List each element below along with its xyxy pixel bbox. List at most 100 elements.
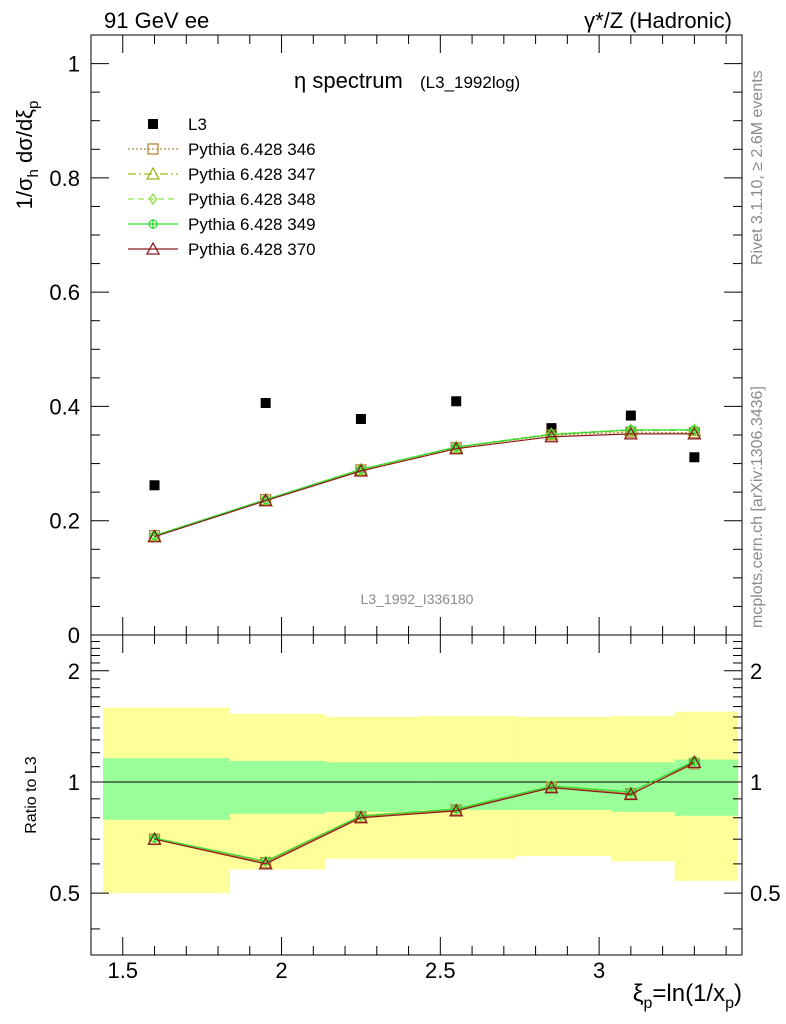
band-green <box>674 759 739 816</box>
ratio-series-1 <box>149 755 700 867</box>
series-2 <box>147 423 702 542</box>
lower-ytick-labels: 0.5 0.5 1 1 2 2 <box>49 659 780 906</box>
upper-series <box>147 396 702 543</box>
data-point <box>544 429 559 443</box>
band-green <box>611 762 675 812</box>
ytick-label-right: 1 <box>750 770 762 795</box>
lower-ticks <box>90 635 742 955</box>
watermark: L3_1992_I336180 <box>361 591 474 607</box>
ytick-label: 2 <box>68 659 80 684</box>
series-5 <box>147 426 702 543</box>
ytick-label: 0.4 <box>49 394 80 419</box>
series-line <box>154 429 695 537</box>
legend-marker <box>148 219 158 229</box>
ratio-point <box>147 831 162 845</box>
mcplots-label: mcplots.cern.ch [arXiv:1306.3436] <box>749 386 766 628</box>
legend-label: Pythia 6.428 370 <box>188 240 316 259</box>
xtick-label: 3 <box>593 958 605 983</box>
lower-panel: 0.5 0.5 1 1 2 2 1.5 2 2.5 3 Ratio to L3 ξp=ln(1/… <box>23 634 781 1012</box>
data-point <box>689 452 700 463</box>
ytick-label: 0.8 <box>49 166 80 191</box>
ratio-point <box>623 787 638 801</box>
legend-entry: Pythia 6.428 370 <box>128 240 316 259</box>
upper-ticks <box>90 35 742 636</box>
legend-entry: Pythia 6.428 347 <box>128 165 316 184</box>
band-green <box>103 758 231 820</box>
legend-entry: L3 <box>148 115 207 134</box>
svg-text:ξp=ln(1/xp): ξp=ln(1/xp) <box>633 980 742 1012</box>
upper-title: η spectrum <box>294 68 403 93</box>
x-axis-label: ξp=ln(1/xp) <box>633 980 742 1012</box>
data-point <box>451 396 462 407</box>
upper-title-suffix: (L3_1992log) <box>420 73 520 92</box>
data-point <box>623 426 638 440</box>
ratio-point <box>258 856 273 870</box>
data-point <box>258 493 273 507</box>
lower-series <box>147 755 702 870</box>
ytick-label: 0.2 <box>49 509 80 534</box>
xtick-label: 1.5 <box>107 958 138 983</box>
series-line <box>154 429 695 537</box>
series-1 <box>148 426 701 542</box>
ytick-label: 0.5 <box>49 881 80 906</box>
ratio-series-2 <box>147 755 702 870</box>
ratio-point <box>353 810 369 824</box>
data-point <box>147 529 162 543</box>
ratio-point <box>687 755 702 769</box>
xtick-label: 2 <box>275 958 287 983</box>
legend-entry: Pythia 6.428 346 <box>128 140 316 159</box>
legend-entry: Pythia 6.428 349 <box>128 215 316 234</box>
legend-marker <box>145 241 161 255</box>
rivet-label: Rivet 3.1.10, ≥ 2.6M events <box>749 70 766 265</box>
series-4 <box>149 424 700 541</box>
data-point <box>149 480 160 491</box>
band-green <box>325 762 421 812</box>
legend-label: Pythia 6.428 348 <box>188 190 316 209</box>
x-tick-labels: 1.5 2 2.5 3 <box>107 958 605 983</box>
ytick-label: 0 <box>68 623 80 648</box>
legend-label: Pythia 6.428 346 <box>188 140 316 159</box>
series-0 <box>149 396 700 491</box>
legend-marker <box>148 119 158 129</box>
upper-ytick-labels: 0 0.2 0.4 0.6 0.8 1 <box>49 52 80 648</box>
ytick-label: 1 <box>68 52 80 77</box>
data-point <box>355 414 366 424</box>
band-green <box>230 760 326 814</box>
xtick-label: 2.5 <box>425 958 456 983</box>
series-3 <box>150 423 699 543</box>
upper-panel: 0 0.2 0.4 0.6 0.8 1 η spectrum (L3_1992log) L… <box>12 34 743 648</box>
legend-label: L3 <box>188 115 207 134</box>
ratio-point <box>449 803 464 817</box>
ratio-line <box>154 761 695 865</box>
data-point <box>353 463 369 477</box>
legend-label: Pythia 6.428 347 <box>188 165 316 184</box>
series-line <box>154 429 695 537</box>
uncertainty-bands <box>103 707 739 894</box>
ytick-label-right: 2 <box>750 659 762 684</box>
legend-marker <box>148 192 158 206</box>
header-right: γ*/Z (Hadronic) <box>584 8 732 33</box>
legend: L3 Pythia 6.428 346 Pythia 6.428 347 Pythia… <box>128 115 316 259</box>
legend-marker <box>145 166 161 180</box>
data-point <box>687 426 702 440</box>
lower-ylabel: Ratio to L3 <box>23 756 40 833</box>
upper-ylabel: 1/σh dσ/dξp <box>12 101 42 210</box>
ytick-label-right: 0.5 <box>750 881 781 906</box>
series-line <box>154 431 695 537</box>
header-left: 91 GeV ee <box>104 8 209 33</box>
legend-label: Pythia 6.428 349 <box>188 215 316 234</box>
lower-frame <box>90 634 743 956</box>
data-point <box>625 410 636 421</box>
band-green <box>515 762 612 810</box>
ytick-label: 1 <box>68 770 80 795</box>
data-point <box>449 441 464 455</box>
ratio-point <box>544 780 559 794</box>
ytick-label: 0.6 <box>49 280 80 305</box>
svg-text:1/σh dσ/dξp: 1/σh dσ/dξp <box>12 101 42 210</box>
legend-entry: Pythia 6.428 348 <box>128 190 316 209</box>
series-line <box>154 433 695 538</box>
data-point <box>260 398 271 408</box>
legend-marker <box>147 143 159 155</box>
band-green <box>420 762 516 810</box>
